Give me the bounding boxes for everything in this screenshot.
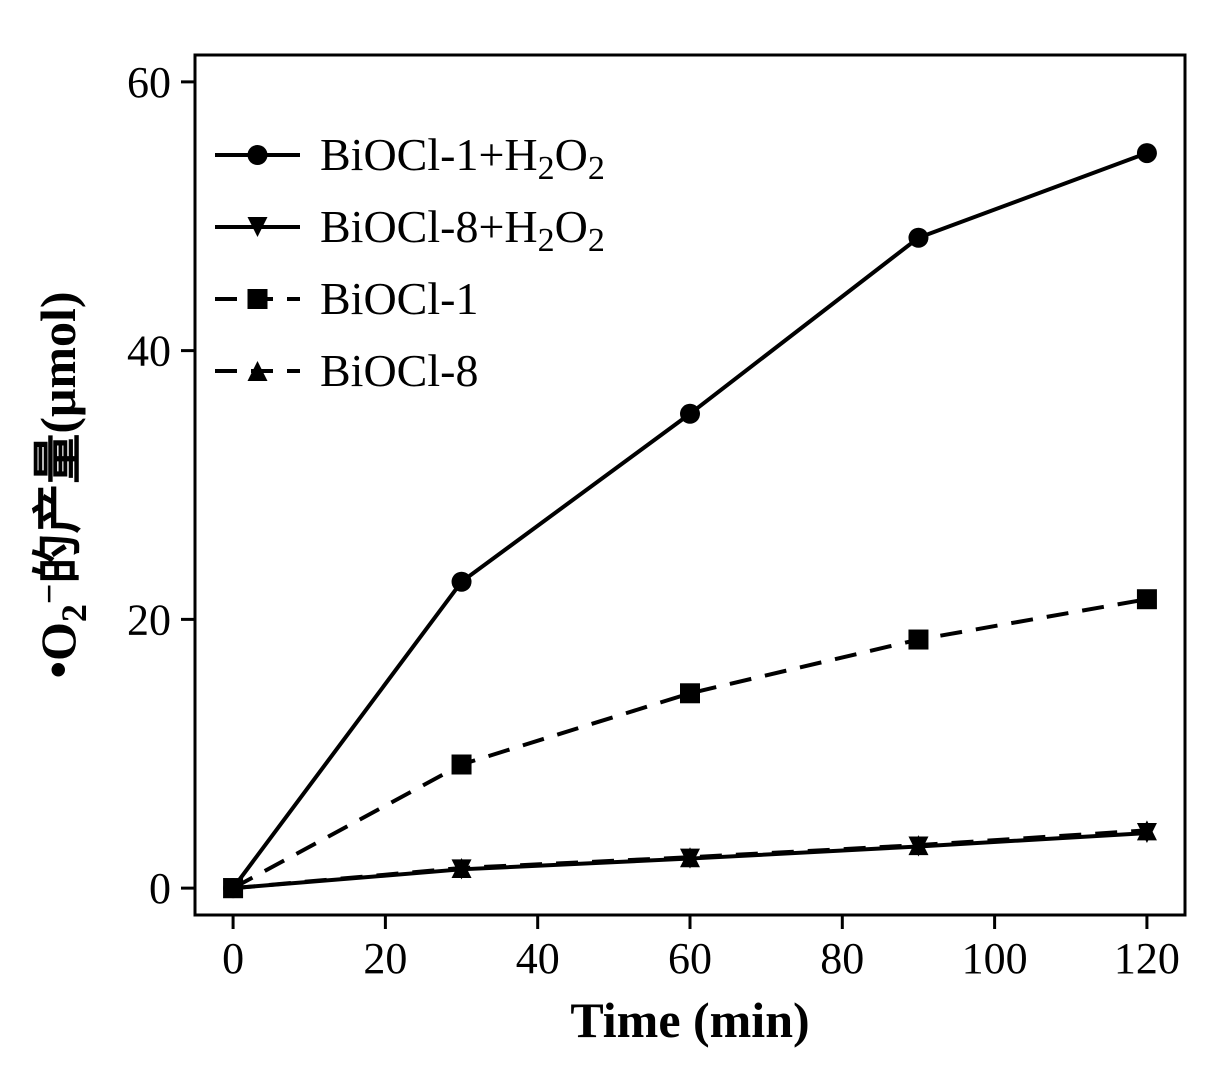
- marker-circle: [1137, 143, 1157, 163]
- marker-square: [1137, 589, 1157, 609]
- legend-label: BiOCl-1+H2O2: [320, 129, 605, 187]
- y-tick-label: 60: [127, 58, 171, 107]
- x-axis-title: Time (min): [570, 992, 809, 1048]
- x-tick-label: 80: [820, 934, 864, 983]
- x-tick-label: 20: [363, 934, 407, 983]
- chart-container: 0 20 40 60 80 100 120 Time (min) 0 20 40 60 •O2−的产量(…: [20, 20, 1208, 1049]
- series-line: [233, 599, 1147, 888]
- x-tick-label: 120: [1114, 934, 1180, 983]
- marker-circle: [248, 145, 268, 165]
- marker-square: [248, 289, 268, 309]
- y-axis-title: •O2−的产量(μmol): [29, 291, 94, 678]
- marker-square: [452, 755, 472, 775]
- x-tick-label: 40: [516, 934, 560, 983]
- series-line: [233, 153, 1147, 888]
- x-tick-label: 60: [668, 934, 712, 983]
- y-tick-label: 40: [127, 327, 171, 376]
- x-tick-label: 100: [962, 934, 1028, 983]
- marker-square: [680, 683, 700, 703]
- marker-square: [908, 630, 928, 650]
- legend-label: BiOCl-1: [320, 273, 478, 324]
- marker-circle: [452, 572, 472, 592]
- legend-label: BiOCl-8: [320, 345, 478, 396]
- marker-circle: [908, 228, 928, 248]
- line-chart: 0 20 40 60 80 100 120 Time (min) 0 20 40 60 •O2−的产量(…: [20, 20, 1208, 1049]
- marker-circle: [680, 404, 700, 424]
- plot-frame: [195, 55, 1185, 915]
- y-tick-label: 20: [127, 595, 171, 644]
- y-tick-label: 0: [149, 864, 171, 913]
- x-tick-label: 0: [222, 934, 244, 983]
- legend-label: BiOCl-8+H2O2: [320, 201, 605, 259]
